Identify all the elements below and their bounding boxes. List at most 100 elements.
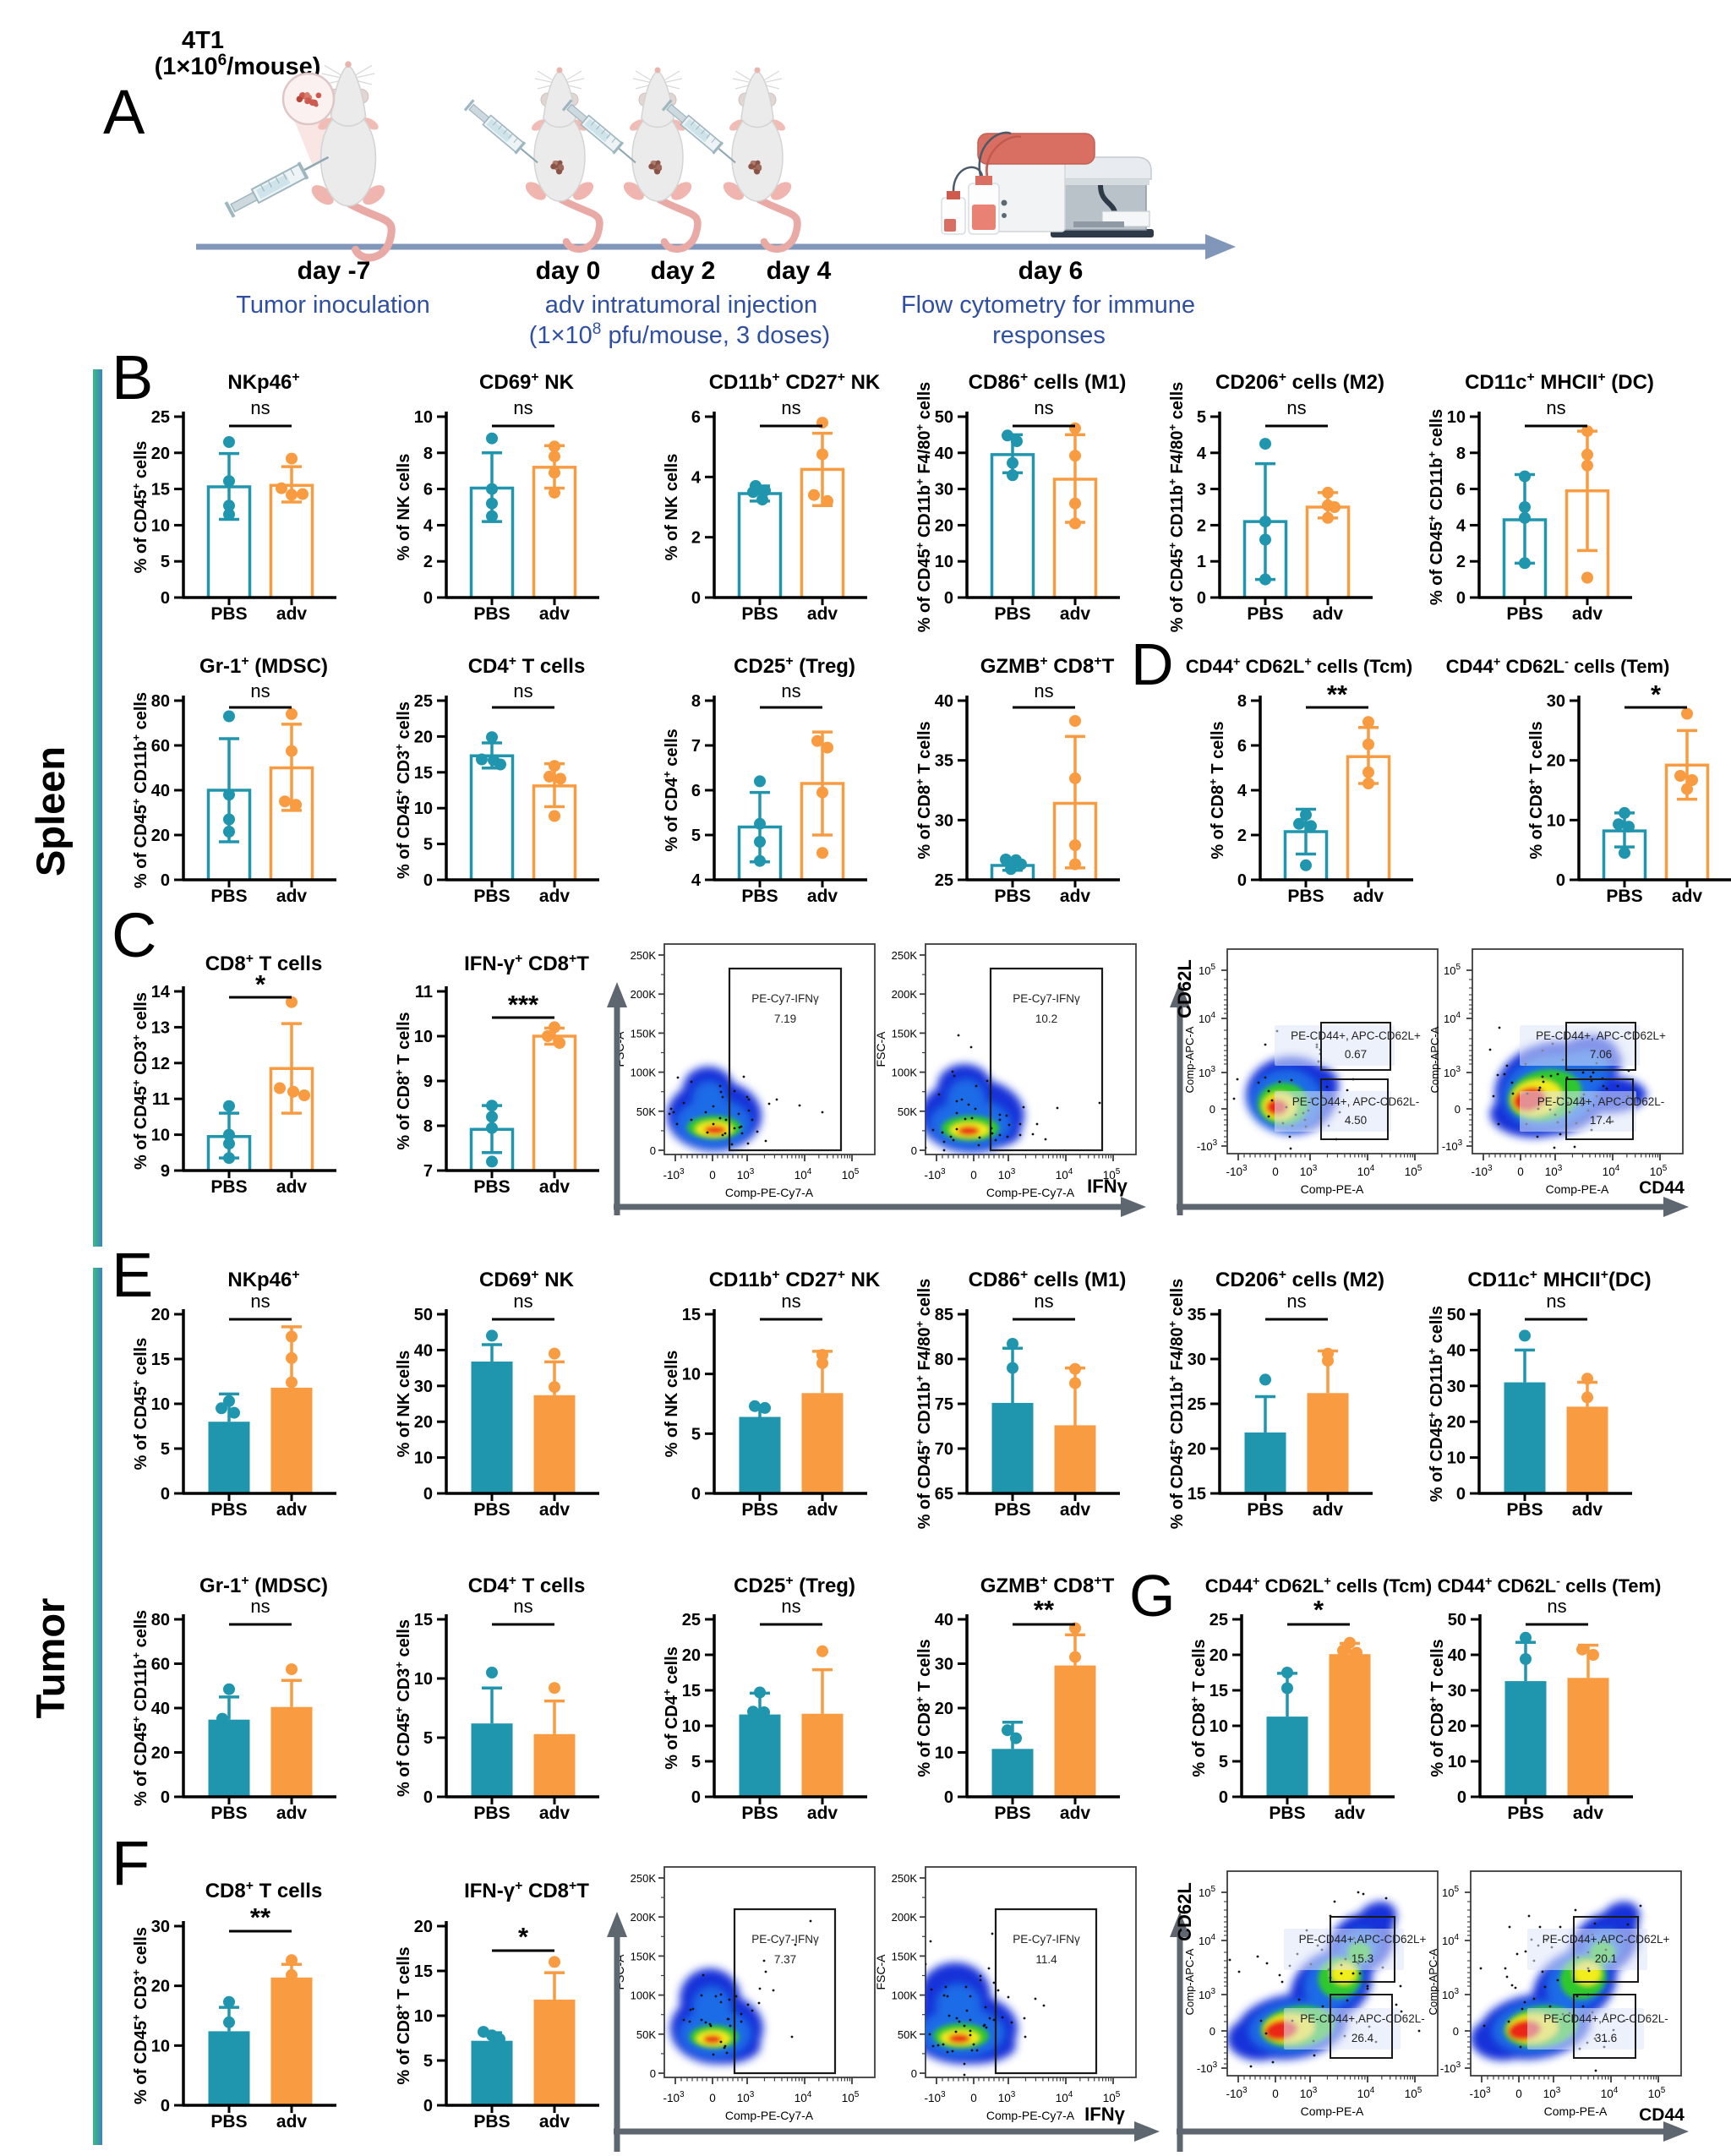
- svg-text:5: 5: [161, 553, 170, 571]
- svg-text:% of NK cells: % of NK cells: [395, 1351, 413, 1458]
- svg-text:8: 8: [423, 445, 433, 463]
- svg-text:80: 80: [935, 1351, 953, 1369]
- svg-text:ns: ns: [781, 1596, 800, 1617]
- svg-text:% of CD45+ cells: % of CD45+ cells: [129, 1338, 150, 1471]
- svg-text:7: 7: [423, 1162, 433, 1181]
- svg-text:0: 0: [1237, 871, 1247, 890]
- svg-text:-103: -103: [1469, 2086, 1491, 2100]
- svg-text:20: 20: [151, 1978, 170, 1996]
- svg-text:CD11b+ CD27+ NK: CD11b+ CD27+ NK: [709, 1268, 881, 1291]
- svg-text:Comp-PE-Cy7-A: Comp-PE-Cy7-A: [725, 2109, 814, 2122]
- svg-text:12: 12: [151, 1055, 170, 1073]
- svg-text:% of NK cells: % of NK cells: [663, 454, 681, 561]
- svg-text:adv intratumoral injection: adv intratumoral injection: [545, 292, 817, 319]
- svg-text:25: 25: [151, 408, 170, 427]
- svg-text:-103: -103: [1471, 1164, 1493, 1178]
- svg-text:Tumor: Tumor: [28, 1598, 73, 1719]
- svg-text:0: 0: [691, 1485, 701, 1504]
- svg-text:50: 50: [1448, 1611, 1466, 1629]
- svg-text:4: 4: [1237, 782, 1248, 800]
- svg-text:40: 40: [414, 1341, 433, 1360]
- svg-text:26.4: 26.4: [1351, 2032, 1374, 2044]
- svg-text:30: 30: [1188, 1351, 1206, 1369]
- svg-text:PBS: PBS: [741, 887, 778, 906]
- svg-text:40: 40: [1447, 1341, 1466, 1360]
- svg-text:*: *: [1313, 1595, 1324, 1624]
- svg-text:10: 10: [935, 553, 953, 571]
- svg-text:20: 20: [682, 1646, 701, 1665]
- svg-text:6: 6: [1237, 737, 1247, 756]
- svg-text:ns: ns: [1286, 1291, 1306, 1312]
- svg-text:80: 80: [151, 692, 170, 711]
- svg-text:PBS: PBS: [210, 887, 247, 906]
- svg-text:4: 4: [1197, 445, 1207, 463]
- svg-text:4: 4: [423, 516, 434, 535]
- svg-text:PBS: PBS: [994, 887, 1030, 906]
- svg-text:ns: ns: [250, 680, 270, 701]
- svg-text:25: 25: [1188, 1395, 1206, 1414]
- svg-text:0: 0: [423, 1485, 433, 1504]
- svg-text:10: 10: [414, 2007, 433, 2026]
- svg-text:CD44+ CD62L+ cells (Tcm): CD44+ CD62L+ cells (Tcm): [1186, 656, 1412, 677]
- svg-text:-103: -103: [1226, 1164, 1248, 1178]
- svg-text:PBS: PBS: [210, 1177, 247, 1197]
- svg-text:150K: 150K: [892, 1950, 918, 1962]
- svg-text:CD4+ T cells: CD4+ T cells: [468, 654, 586, 678]
- svg-text:*: *: [518, 1922, 529, 1951]
- svg-text:day 4: day 4: [767, 257, 832, 285]
- svg-text:0: 0: [161, 589, 170, 608]
- svg-text:PBS: PBS: [1269, 1804, 1305, 1823]
- svg-text:PE-CD44+,APC-CD62L-: PE-CD44+,APC-CD62L-: [1300, 2012, 1424, 2025]
- svg-text:B: B: [112, 342, 153, 412]
- svg-text:CD86+ cells (M1): CD86+ cells (M1): [969, 1268, 1127, 1291]
- svg-text:0: 0: [423, 2097, 433, 2115]
- svg-text:adv: adv: [276, 1500, 308, 1520]
- svg-text:CD69+ NK: CD69+ NK: [479, 370, 575, 394]
- svg-text:70: 70: [935, 1440, 953, 1459]
- svg-text:day -7: day -7: [298, 257, 371, 285]
- svg-text:30: 30: [151, 1918, 170, 1936]
- svg-text:0: 0: [709, 1169, 716, 1182]
- svg-text:0: 0: [1272, 2088, 1279, 2100]
- svg-text:20.1: 20.1: [1595, 1952, 1617, 1965]
- svg-text:0: 0: [423, 589, 433, 608]
- svg-text:% of CD8+ T cells: % of CD8+ T cells: [1206, 721, 1227, 859]
- svg-text:adv: adv: [1313, 1500, 1344, 1520]
- svg-text:**: **: [1327, 680, 1348, 709]
- svg-text:20: 20: [414, 728, 433, 746]
- svg-text:PE-CD44+, APC-CD62L+: PE-CD44+, APC-CD62L+: [1536, 1029, 1666, 1042]
- svg-text:200K: 200K: [892, 1911, 918, 1924]
- svg-text:% of CD4+ cells: % of CD4+ cells: [660, 729, 681, 852]
- svg-text:PE-CD44+,APC-CD62L+: PE-CD44+,APC-CD62L+: [1299, 1933, 1427, 1946]
- svg-text:-103: -103: [1226, 2086, 1248, 2100]
- svg-text:PBS: PBS: [994, 604, 1030, 624]
- svg-text:20: 20: [151, 1306, 170, 1324]
- svg-text:-103: -103: [924, 1167, 946, 1182]
- svg-text:100K: 100K: [892, 1990, 918, 2002]
- svg-text:-103: -103: [1197, 1138, 1218, 1153]
- svg-text:NKp46+: NKp46+: [227, 1268, 299, 1291]
- svg-text:31.6: 31.6: [1595, 2032, 1617, 2044]
- svg-text:ns: ns: [1546, 1291, 1565, 1312]
- svg-text:5: 5: [423, 2052, 433, 2071]
- svg-text:adv: adv: [1672, 887, 1703, 906]
- svg-text:15: 15: [1188, 1485, 1206, 1504]
- svg-text:10: 10: [1448, 1753, 1466, 1771]
- svg-text:10: 10: [1210, 1717, 1228, 1736]
- svg-text:Comp-PE-A: Comp-PE-A: [1544, 2104, 1608, 2118]
- svg-text:Comp-PE-Cy7-A: Comp-PE-Cy7-A: [725, 1186, 814, 1199]
- svg-text:% of CD8+ T cells: % of CD8+ T cells: [392, 1012, 413, 1149]
- svg-text:day 0: day 0: [536, 257, 601, 285]
- svg-text:ns: ns: [513, 680, 532, 701]
- svg-text:adv: adv: [539, 604, 571, 624]
- svg-text:NKp46+: NKp46+: [227, 370, 299, 394]
- svg-text:Spleen: Spleen: [28, 746, 73, 876]
- svg-text:Comp-APC-A: Comp-APC-A: [1183, 1948, 1196, 2015]
- svg-text:5: 5: [691, 1425, 701, 1444]
- svg-text:0: 0: [691, 589, 701, 608]
- svg-text:adv: adv: [539, 1177, 571, 1197]
- svg-text:IFNγ: IFNγ: [1084, 2104, 1125, 2125]
- svg-text:15: 15: [682, 1306, 701, 1324]
- svg-text:20: 20: [151, 445, 170, 463]
- svg-text:PBS: PBS: [994, 1804, 1030, 1823]
